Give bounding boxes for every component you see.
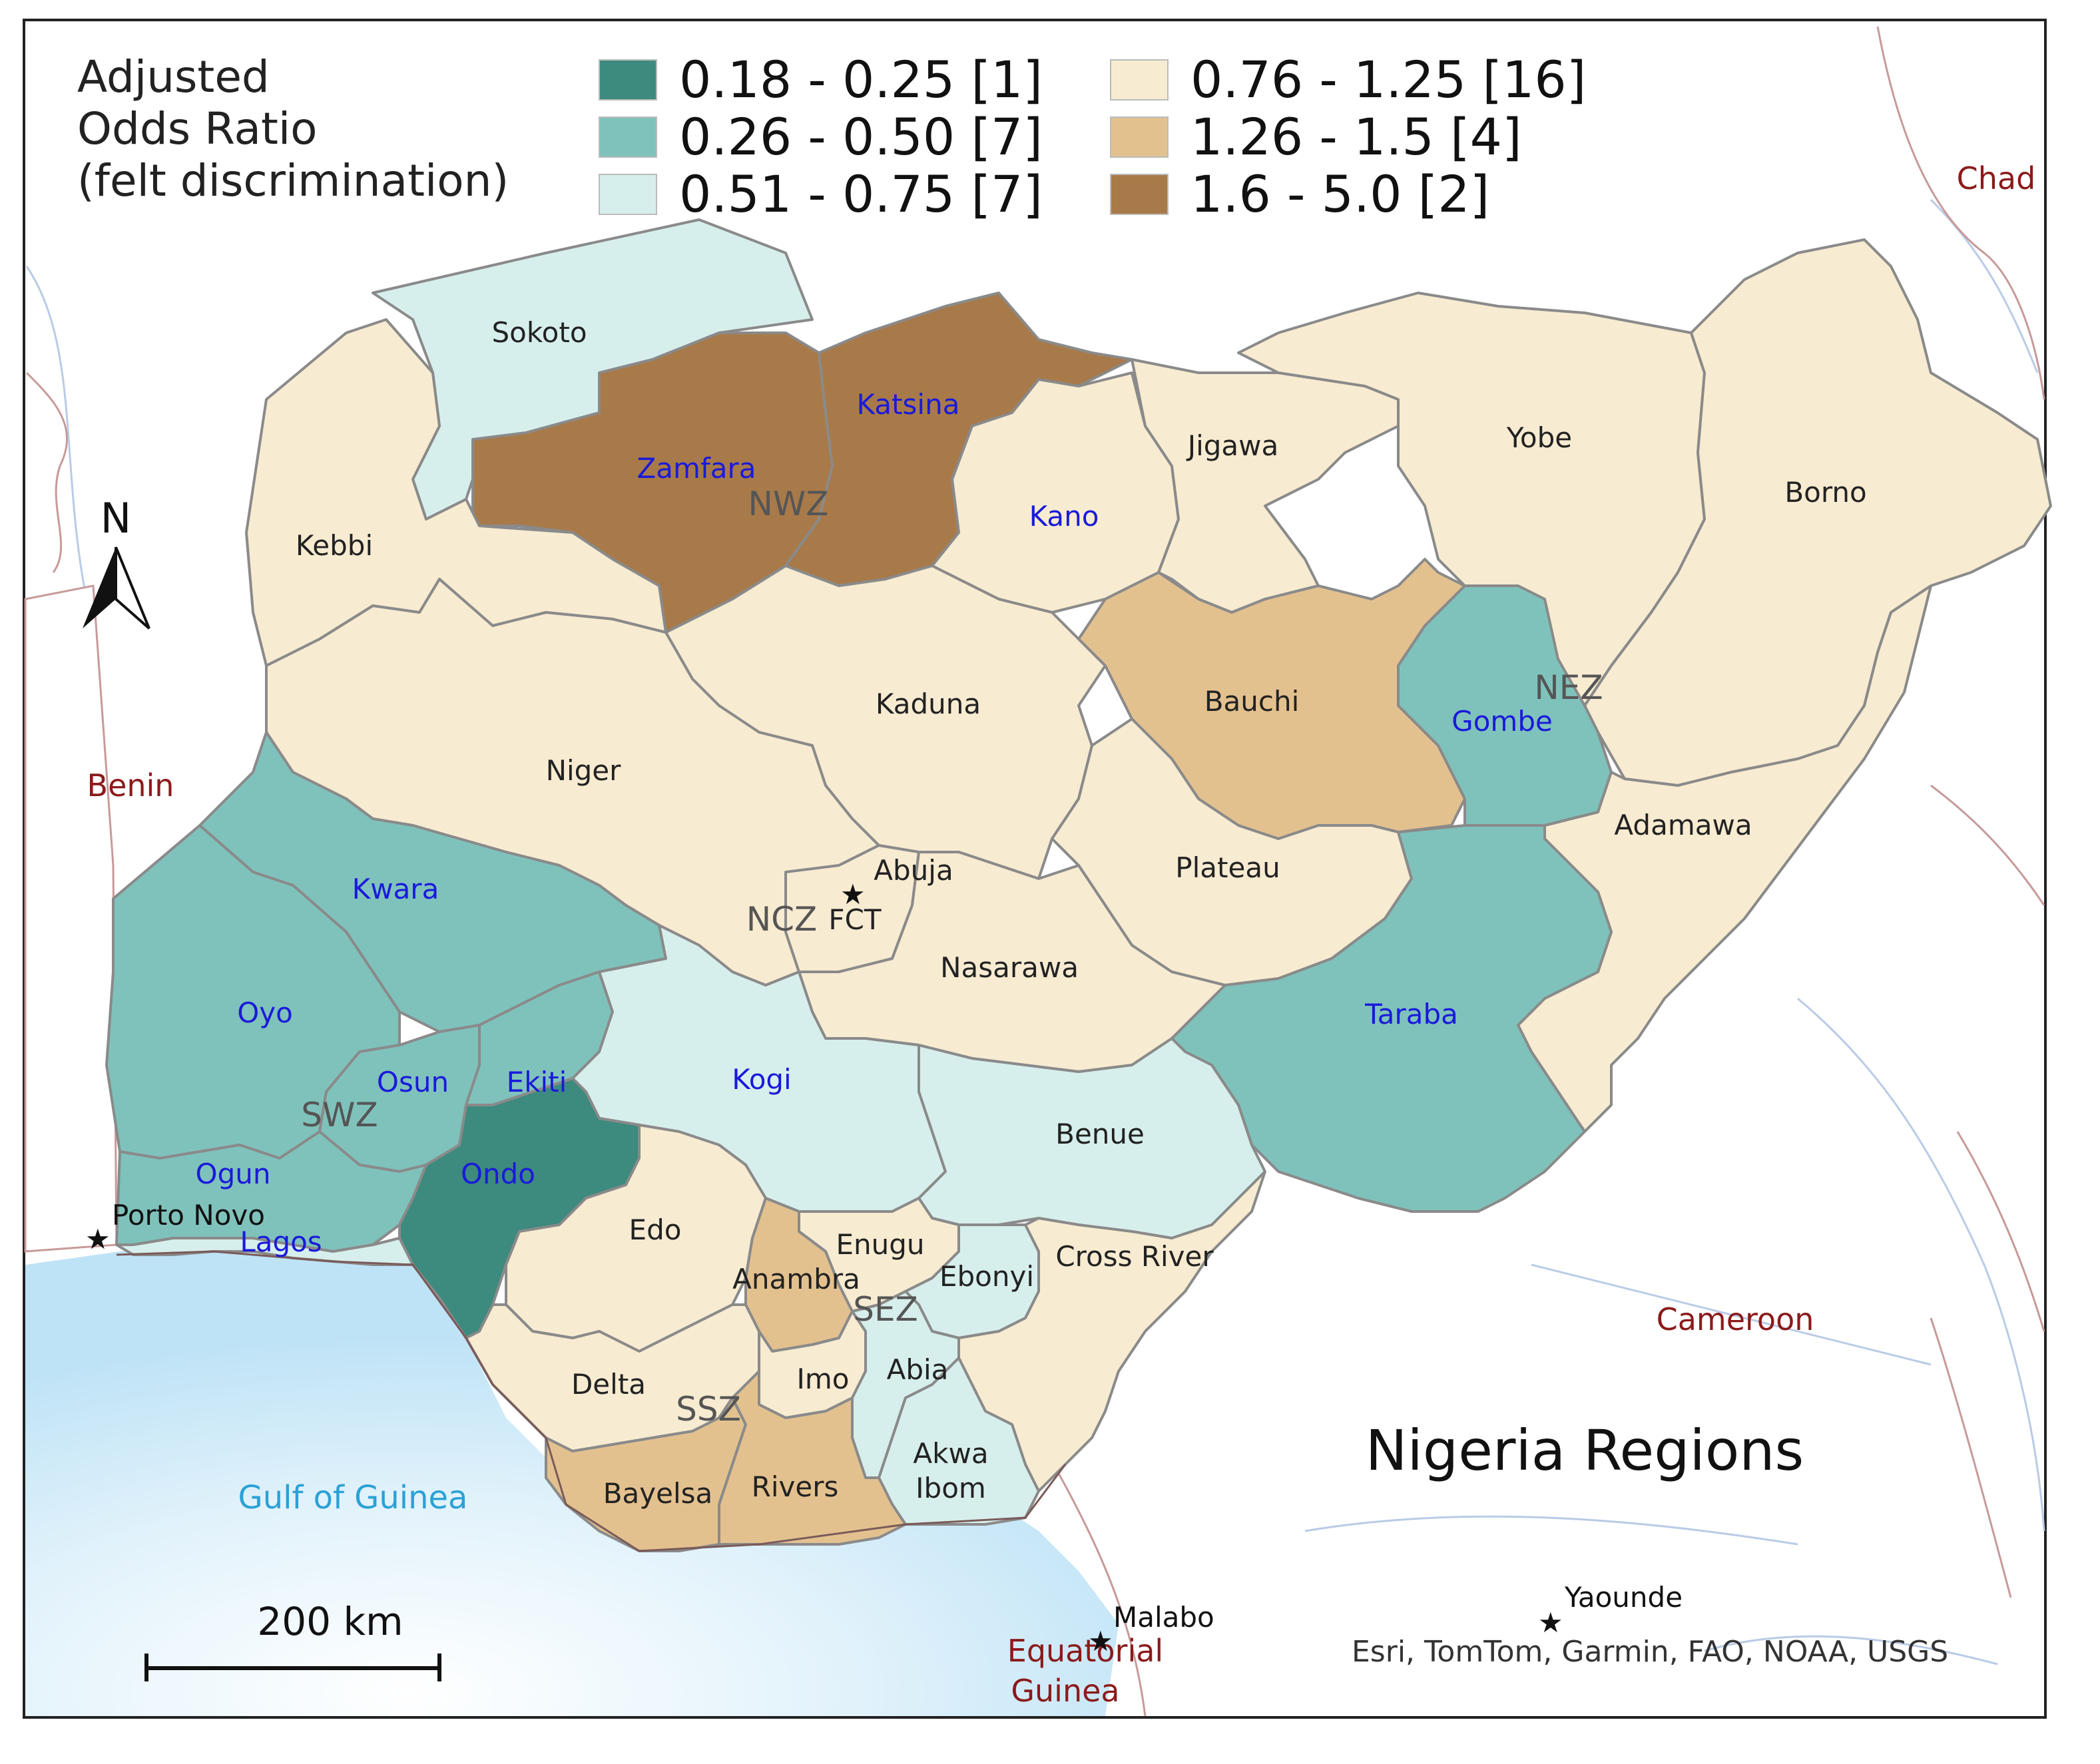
label-anambra: Anambra: [732, 1263, 860, 1295]
scale-bar: 200 km: [144, 1599, 441, 1681]
zone-label-nwz: NWZ: [748, 485, 828, 523]
label-niger: Niger: [546, 754, 622, 787]
label-kwara: Kwara: [352, 873, 439, 905]
north-arrow-icon-right: [115, 547, 150, 630]
country-labels: Chad Benin Cameroon Equatorial Guinea: [87, 160, 2036, 1709]
label-kano: Kano: [1029, 500, 1099, 533]
label-oyo: Oyo: [237, 996, 293, 1029]
label-lagos: Lagos: [240, 1225, 322, 1258]
map-title: Nigeria Regions: [1366, 1418, 1804, 1483]
state-rivers[interactable]: [718, 1370, 907, 1546]
north-arrow-icon: [83, 547, 116, 628]
attribution: Esri, TomTom, Garmin, FAO, NOAA, USGS: [1352, 1635, 1948, 1669]
label-abuja: Abuja: [874, 854, 953, 887]
label-yobe: Yobe: [1506, 421, 1572, 454]
label-bauchi: Bauchi: [1204, 685, 1300, 718]
label-kaduna: Kaduna: [876, 688, 981, 720]
label-borno: Borno: [1784, 476, 1866, 509]
country-label-chad: Chad: [1957, 160, 2036, 196]
label-ibom: Ibom: [916, 1472, 986, 1504]
capital-star-malabo: ★: [1088, 1625, 1113, 1657]
label-ebonyi: Ebonyi: [939, 1260, 1034, 1293]
label-kogi: Kogi: [732, 1063, 791, 1096]
legend-title-line-3: (felt discrimination): [77, 155, 509, 206]
cities: ★ ★ Porto Novo ★ Malabo ★ Yaounde: [85, 878, 1683, 1657]
legend-label-4: 0.76 - 1.25 [16]: [1190, 50, 1586, 109]
states-layer: [105, 218, 2052, 1552]
label-abia: Abia: [887, 1353, 949, 1386]
legend-swatch-4: [1110, 59, 1169, 101]
country-label-benin: Benin: [87, 768, 174, 803]
label-benue: Benue: [1055, 1118, 1145, 1150]
state-cross-river[interactable]: [957, 1170, 1266, 1492]
zone-labels: NWZ NEZ NCZ SWZ SEZ SSZ: [301, 485, 1603, 1429]
label-sokoto: Sokoto: [491, 316, 587, 349]
label-plateau: Plateau: [1175, 851, 1280, 884]
capital-star-yaounde: ★: [1538, 1606, 1563, 1639]
label-ondo: Ondo: [461, 1158, 535, 1190]
zone-label-swz: SWZ: [301, 1096, 378, 1134]
legend-label-3: 0.51 - 0.75 [7]: [679, 164, 1043, 224]
label-enugu: Enugu: [836, 1228, 924, 1261]
label-delta: Delta: [571, 1368, 646, 1401]
legend-swatch-5: [1110, 116, 1169, 158]
international-borders: [25, 26, 2045, 1717]
label-fct: FCT: [828, 903, 881, 936]
city-label-porto-novo: Porto Novo: [112, 1199, 265, 1231]
coastline: [116, 1250, 1067, 1552]
legend-label-6: 1.6 - 5.0 [2]: [1190, 164, 1489, 224]
north-arrow-label: N: [101, 494, 131, 543]
label-akwa: Akwa: [913, 1437, 988, 1470]
legend-title-line-2: Odds Ratio: [77, 103, 318, 154]
city-label-yaounde: Yaounde: [1564, 1581, 1683, 1614]
sea: [25, 1245, 1119, 1716]
label-edo: Edo: [629, 1213, 682, 1246]
legend-swatch-2: [599, 116, 657, 158]
label-nasarawa: Nasarawa: [940, 951, 1079, 984]
legend-label-5: 1.26 - 1.5 [4]: [1190, 107, 1522, 166]
label-bayelsa: Bayelsa: [603, 1477, 713, 1510]
country-label-guinea: Guinea: [1011, 1673, 1119, 1709]
country-label-equatorial: Equatorial: [1007, 1633, 1163, 1669]
label-imo: Imo: [797, 1363, 850, 1395]
zone-label-sez: SEZ: [853, 1290, 918, 1329]
city-label-malabo: Malabo: [1113, 1601, 1214, 1634]
label-kebbi: Kebbi: [296, 529, 373, 562]
label-jigawa: Jigawa: [1186, 429, 1279, 462]
legend-label-2: 0.26 - 0.50 [7]: [679, 107, 1043, 166]
scale-bar-label: 200 km: [257, 1599, 403, 1644]
zone-label-ncz: NCZ: [746, 900, 818, 939]
north-arrow: N: [83, 494, 150, 630]
label-gombe: Gombe: [1451, 705, 1553, 738]
capital-star-porto-novo: ★: [85, 1223, 111, 1255]
label-ogun: Ogun: [196, 1158, 271, 1190]
zone-label-nez: NEZ: [1534, 668, 1603, 707]
label-cross-river: Cross River: [1055, 1240, 1214, 1273]
label-rivers: Rivers: [752, 1470, 839, 1503]
capital-star-abuja: ★: [840, 878, 866, 911]
zone-label-ssz: SSZ: [676, 1390, 741, 1429]
legend-swatch-6: [1110, 174, 1169, 215]
legend-swatch-3: [599, 174, 657, 215]
water-label-gulf-of-guinea: Gulf of Guinea: [238, 1479, 468, 1516]
legend-title-line-1: Adjusted: [77, 51, 270, 103]
state-labels: Sokoto Zamfara Katsina Kebbi Kano Jigawa…: [196, 316, 1867, 1510]
country-label-cameroon: Cameroon: [1657, 1301, 1814, 1337]
label-taraba: Taraba: [1364, 998, 1458, 1030]
label-zamfara: Zamfara: [637, 452, 756, 485]
legend-label-1: 0.18 - 0.25 [1]: [679, 50, 1043, 109]
label-ekiti: Ekiti: [507, 1066, 567, 1098]
legend: Adjusted Odds Ratio (felt discrimination…: [77, 50, 1586, 224]
legend-swatch-1: [599, 59, 657, 101]
label-adamawa: Adamawa: [1614, 809, 1752, 841]
label-osun: Osun: [377, 1066, 449, 1098]
label-katsina: Katsina: [857, 388, 960, 421]
